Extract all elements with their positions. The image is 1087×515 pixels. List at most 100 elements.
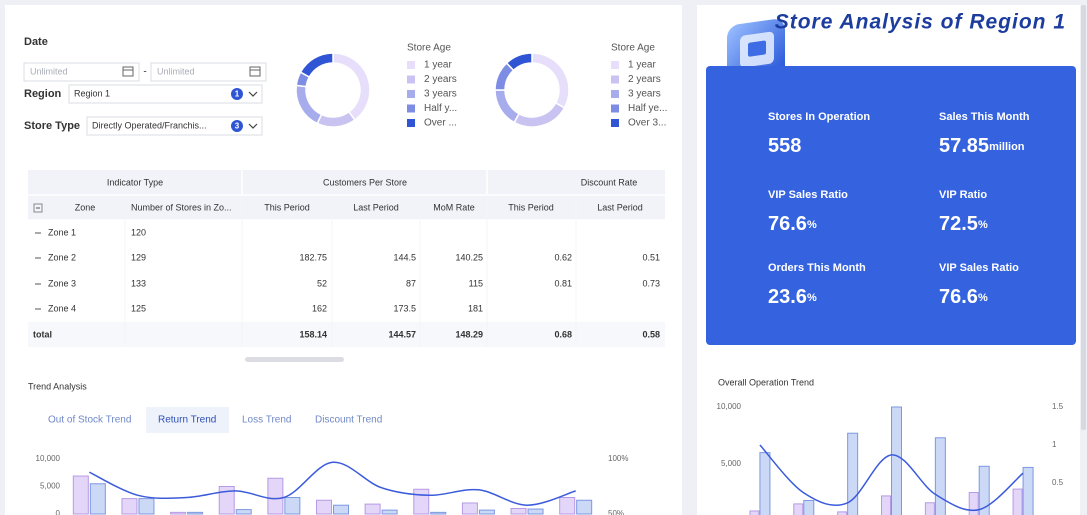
bar xyxy=(803,499,815,515)
legend-title: Store Age xyxy=(611,43,655,54)
legend-label: 3 years xyxy=(628,89,661,100)
kpi-unit: % xyxy=(807,292,817,304)
kpi-value: 558 xyxy=(768,135,801,157)
chevron xyxy=(248,91,258,97)
store-count: 120 xyxy=(131,227,146,237)
count-badge xyxy=(231,120,243,132)
kpi-number: 57.85 xyxy=(939,135,989,157)
bar xyxy=(837,511,848,515)
y-tick-label: 0 xyxy=(56,509,61,515)
date-input-text: Unlimited xyxy=(157,66,195,76)
bar xyxy=(72,475,89,515)
table-column-header: Zone xyxy=(75,202,96,212)
tab[interactable]: Out of Stock Trend xyxy=(48,415,131,426)
bar xyxy=(218,486,235,515)
total-cell: 148.29 xyxy=(455,329,483,339)
table-cell: 0.81 xyxy=(554,278,572,288)
legend-swatch xyxy=(611,90,619,98)
total-cell: 0.68 xyxy=(554,329,572,339)
legend-title: Store Age xyxy=(407,43,451,54)
zone-name: Zone 4 xyxy=(48,303,76,313)
total-cell: 144.57 xyxy=(388,329,416,339)
date-input[interactable] xyxy=(23,62,140,82)
bar xyxy=(381,509,398,515)
legend-swatch xyxy=(407,61,415,69)
bar xyxy=(170,511,187,515)
kpi-number: 76.6 xyxy=(939,286,978,308)
legend-label: Half y... xyxy=(424,103,457,114)
trend-line xyxy=(759,444,1024,512)
table-column-header: MoM Rate xyxy=(433,202,475,212)
tab-active-bg xyxy=(146,407,229,433)
bar xyxy=(924,502,935,515)
table-cell: 52 xyxy=(317,278,327,288)
bar xyxy=(891,406,902,515)
table-cell: 162 xyxy=(312,303,327,313)
table-cell: 0.62 xyxy=(554,252,572,262)
table-column-header: Last Period xyxy=(353,202,399,212)
bar xyxy=(284,497,301,515)
y-tick-label: 10,000 xyxy=(36,454,61,463)
store-count: 133 xyxy=(131,278,146,288)
page-title: Store Analysis of Region 1 xyxy=(775,11,1066,34)
bar xyxy=(968,492,979,515)
table-scrollbar[interactable] xyxy=(245,357,344,362)
page-scrollbar[interactable] xyxy=(1081,5,1086,430)
collapse-all[interactable] xyxy=(33,203,43,213)
bar xyxy=(881,495,891,515)
kpi-value: 72.5% xyxy=(939,213,988,235)
bar xyxy=(187,511,204,515)
bar xyxy=(413,488,430,515)
bar xyxy=(89,483,106,515)
table-column-header: This Period xyxy=(508,202,554,212)
table-column-header: Number of Stores in Zo... xyxy=(131,202,232,212)
tab[interactable]: Discount Trend xyxy=(315,415,382,426)
zone-name: Zone 3 xyxy=(48,278,76,288)
y-tick-label: 100% xyxy=(608,454,628,463)
bar xyxy=(510,508,527,515)
table-cell: 144.5 xyxy=(393,252,416,262)
kpi-unit: % xyxy=(807,219,817,231)
zone-name: Zone 2 xyxy=(48,252,76,262)
date-separator: - xyxy=(143,67,146,78)
count-badge xyxy=(231,88,243,100)
table-group-header: Customers Per Store xyxy=(323,177,407,187)
kpi-label: VIP Ratio xyxy=(939,189,987,201)
store-count: 125 xyxy=(131,303,146,313)
donut-segment xyxy=(299,52,334,79)
legend-label: 2 years xyxy=(628,74,661,85)
date-input[interactable] xyxy=(150,62,267,82)
kpi-unit: % xyxy=(978,292,988,304)
legend-label: 2 years xyxy=(424,74,457,85)
select-box[interactable] xyxy=(68,84,263,104)
bar xyxy=(333,504,349,515)
y-tick-label: 5,000 xyxy=(40,482,61,491)
calendar-icon xyxy=(122,66,134,77)
kpi-value: 76.6% xyxy=(768,213,817,235)
y-tick-label: 50% xyxy=(608,509,624,515)
tab[interactable]: Loss Trend xyxy=(242,415,291,426)
table-group-header: Indicator Type xyxy=(107,177,163,187)
bar xyxy=(1022,466,1034,515)
legend-label: 1 year xyxy=(424,60,452,71)
chart-title: Overall Operation Trend xyxy=(718,377,814,387)
legend-label: 3 years xyxy=(424,89,457,100)
select-box[interactable] xyxy=(86,116,263,136)
count-badge-text: 3 xyxy=(235,122,240,131)
legend-swatch xyxy=(407,75,415,84)
kpi-number: 23.6 xyxy=(768,286,807,308)
table-cell: 173.5 xyxy=(393,303,416,313)
bar xyxy=(121,498,138,515)
bar xyxy=(235,509,252,515)
kpi-number: 558 xyxy=(768,135,801,157)
bar xyxy=(316,499,332,515)
bar xyxy=(759,452,771,515)
kpi-value: 23.6% xyxy=(768,286,817,308)
table-cell: 140.25 xyxy=(455,252,483,262)
legend-swatch xyxy=(611,104,619,113)
table-group-header: Discount Rate xyxy=(581,177,638,187)
y-tick-label: 1 xyxy=(1052,440,1057,449)
kpi-label: Orders This Month xyxy=(768,262,866,274)
table-cell: 87 xyxy=(406,278,416,288)
tab-active[interactable]: Return Trend xyxy=(158,415,216,426)
